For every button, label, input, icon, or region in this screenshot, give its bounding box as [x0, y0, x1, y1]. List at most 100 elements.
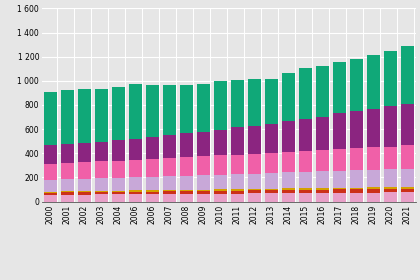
Bar: [61, 163, 74, 179]
Bar: [333, 189, 346, 193]
Bar: [248, 174, 261, 189]
Bar: [248, 189, 261, 190]
Bar: [367, 189, 380, 193]
Bar: [112, 194, 125, 202]
Bar: [248, 79, 261, 126]
Bar: [112, 161, 125, 178]
Bar: [180, 191, 193, 194]
Bar: [163, 191, 176, 194]
Bar: [197, 191, 210, 194]
Bar: [44, 179, 57, 192]
Bar: [214, 189, 227, 191]
Bar: [163, 176, 176, 190]
Bar: [44, 192, 57, 193]
Bar: [146, 177, 159, 190]
Bar: [316, 193, 329, 202]
Bar: [367, 187, 380, 189]
Bar: [61, 90, 74, 144]
Bar: [61, 195, 74, 202]
Bar: [350, 170, 363, 188]
Bar: [44, 195, 57, 202]
Bar: [129, 194, 142, 202]
Bar: [384, 106, 396, 146]
Bar: [384, 146, 396, 169]
Bar: [180, 176, 193, 190]
Bar: [231, 127, 244, 155]
Bar: [282, 172, 295, 188]
Bar: [384, 189, 396, 192]
Bar: [282, 73, 295, 122]
Bar: [401, 169, 414, 187]
Bar: [282, 152, 295, 172]
Bar: [282, 188, 295, 190]
Bar: [163, 158, 176, 176]
Bar: [282, 122, 295, 152]
Bar: [214, 155, 227, 174]
Bar: [384, 51, 396, 106]
Bar: [44, 92, 57, 145]
Bar: [112, 192, 125, 194]
Bar: [112, 87, 125, 140]
Bar: [350, 148, 363, 170]
Bar: [333, 171, 346, 188]
Bar: [265, 190, 278, 193]
Bar: [180, 190, 193, 191]
Bar: [299, 172, 312, 188]
Bar: [197, 190, 210, 191]
Bar: [401, 188, 414, 192]
Bar: [61, 179, 74, 191]
Bar: [180, 85, 193, 134]
Bar: [350, 111, 363, 148]
Bar: [316, 171, 329, 188]
Bar: [248, 190, 261, 193]
Bar: [95, 191, 108, 192]
Bar: [78, 192, 91, 195]
Bar: [214, 194, 227, 202]
Bar: [78, 179, 91, 191]
Bar: [146, 190, 159, 192]
Bar: [180, 194, 193, 202]
Bar: [350, 189, 363, 193]
Bar: [401, 145, 414, 169]
Bar: [401, 187, 414, 188]
Bar: [350, 188, 363, 189]
Bar: [78, 191, 91, 192]
Bar: [367, 55, 380, 109]
Bar: [299, 188, 312, 190]
Bar: [129, 190, 142, 192]
Bar: [316, 188, 329, 190]
Bar: [384, 169, 396, 187]
Bar: [129, 139, 142, 160]
Bar: [333, 149, 346, 171]
Bar: [265, 124, 278, 153]
Bar: [231, 80, 244, 127]
Bar: [129, 84, 142, 139]
Bar: [163, 135, 176, 158]
Bar: [129, 177, 142, 190]
Bar: [78, 89, 91, 143]
Bar: [350, 59, 363, 111]
Bar: [316, 190, 329, 193]
Bar: [299, 151, 312, 172]
Bar: [384, 187, 396, 189]
Bar: [197, 132, 210, 156]
Bar: [316, 116, 329, 150]
Bar: [61, 144, 74, 163]
Bar: [231, 174, 244, 189]
Bar: [282, 193, 295, 202]
Bar: [367, 170, 380, 187]
Bar: [384, 192, 396, 202]
Bar: [146, 85, 159, 137]
Bar: [299, 190, 312, 193]
Bar: [248, 126, 261, 154]
Bar: [265, 193, 278, 202]
Bar: [112, 191, 125, 192]
Bar: [61, 192, 74, 195]
Bar: [265, 79, 278, 124]
Bar: [367, 109, 380, 147]
Bar: [44, 145, 57, 164]
Bar: [333, 113, 346, 149]
Bar: [95, 192, 108, 195]
Bar: [180, 157, 193, 176]
Bar: [299, 119, 312, 151]
